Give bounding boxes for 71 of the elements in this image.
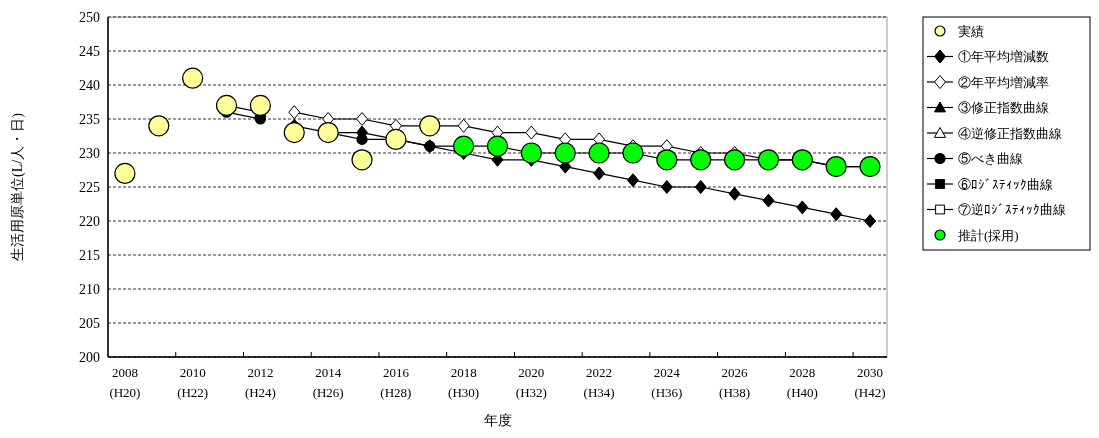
legend-label: ②年平均増減率 [958, 74, 1049, 90]
point [622, 142, 644, 164]
x-tick-label: 2018 (H30) [448, 365, 480, 400]
point [757, 149, 780, 171]
point [385, 128, 407, 150]
y-tick-label: 220 [79, 213, 100, 229]
y-tick-label: 215 [79, 247, 100, 263]
y-tick-label: 230 [79, 145, 100, 161]
x-tick-label: 2014 (H26) [312, 365, 344, 400]
x-tick-label: 2030 (H42) [854, 365, 886, 400]
point [593, 166, 606, 181]
point [520, 142, 542, 164]
point [791, 149, 813, 171]
legend-label: ⑦逆ﾛｼﾞｽﾃｨｯｸ曲線 [958, 202, 1066, 218]
x-tick-label: 2024 (H36) [651, 365, 683, 400]
x-tick-label: 2028 (H40) [786, 365, 818, 400]
point [859, 156, 881, 178]
point [830, 207, 843, 222]
point [825, 156, 847, 178]
x-tick-label: 2008 (H20) [109, 365, 141, 400]
point [114, 162, 136, 184]
y-tick-label: 250 [79, 9, 100, 25]
legend-label: ③修正指数曲線 [958, 100, 1049, 116]
point [351, 149, 373, 171]
legend-label: ④逆修正指数曲線 [958, 125, 1062, 141]
point [694, 180, 707, 194]
x-tick-label: 2012 (H24) [244, 365, 276, 400]
y-tick-label: 235 [79, 111, 100, 127]
x-axis-title: 年度 [483, 413, 512, 428]
point [864, 214, 877, 228]
y-tick-label: 200 [79, 349, 100, 365]
point [419, 115, 441, 137]
point [249, 94, 272, 116]
point [182, 67, 204, 89]
point [660, 180, 673, 194]
point [486, 135, 509, 157]
point [728, 186, 741, 201]
point [453, 135, 475, 157]
x-tick-label: 2016 (H28) [380, 365, 412, 400]
y-tick-label: 245 [79, 43, 100, 59]
y-tick-label: 205 [79, 315, 100, 331]
legend-label: ①年平均増減数 [958, 49, 1049, 65]
point [424, 140, 436, 152]
point [554, 142, 576, 164]
point [288, 105, 301, 120]
legend-label: ⑤べき曲線 [958, 151, 1023, 167]
legend-label: ⑥ﾛｼﾞｽﾃｨｯｸ曲線 [958, 176, 1053, 192]
x-tick-label: 2022 (H34) [583, 365, 615, 400]
y-axis-title: 生活用原単位(L/人・日) [10, 112, 26, 261]
point [525, 125, 538, 140]
point [215, 94, 238, 116]
x-tick-label: 2026 (H38) [719, 365, 751, 400]
legend-label: 実績 [958, 23, 984, 39]
point [723, 149, 746, 171]
point [317, 122, 339, 144]
point [762, 193, 775, 208]
legend-label: 推計(採用) [958, 227, 1019, 243]
point [457, 118, 470, 133]
point [588, 142, 610, 164]
point [356, 112, 369, 126]
y-tick-label: 210 [79, 281, 100, 297]
point [690, 149, 712, 171]
y-tick-label: 225 [79, 179, 100, 195]
y-tick-label: 240 [79, 77, 100, 93]
point [626, 173, 639, 188]
point [283, 122, 305, 144]
x-tick-label: 2010 (H22) [177, 365, 209, 400]
point [796, 200, 809, 215]
point [656, 149, 678, 171]
x-tick-label: 2020 (H32) [515, 365, 547, 400]
point [148, 115, 170, 137]
